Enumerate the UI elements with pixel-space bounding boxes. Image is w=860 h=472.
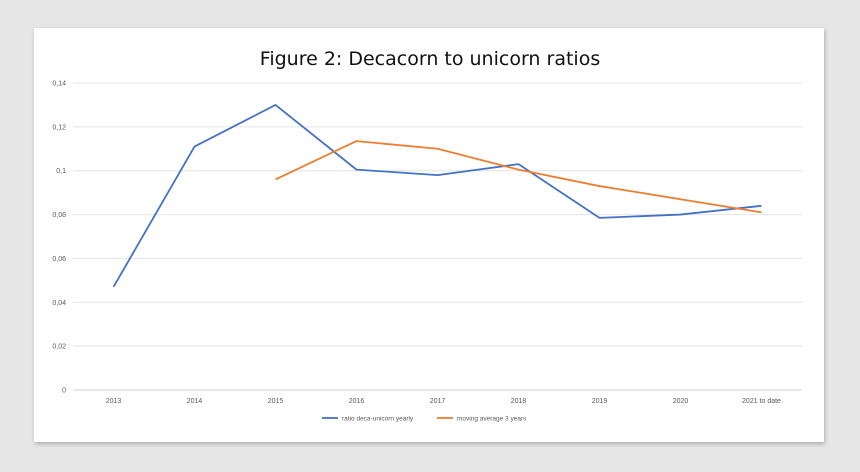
series-lines — [112, 104, 762, 288]
x-tick-label: 2018 — [511, 398, 527, 405]
legend-label: ratio deca-unicorn yearly — [342, 416, 414, 423]
x-tick-label: 2019 — [592, 398, 608, 405]
x-tick-label: 2021 to date — [742, 398, 781, 405]
x-tick-label: 2013 — [106, 398, 122, 405]
legend: ratio deca-unicorn yearly moving average … — [322, 416, 527, 423]
x-tick-label: 2017 — [430, 398, 446, 405]
chart-card — [34, 28, 824, 442]
y-tick-label: 0,14 — [52, 81, 66, 88]
x-tick-label: 2014 — [187, 398, 203, 405]
x-tick-label: 2015 — [268, 398, 284, 405]
x-tick-label: 2020 — [673, 398, 689, 405]
y-axis-tick-labels: 0 0,02 0,04 0,06 0,08 0,1 0,12 0,14 — [52, 81, 66, 395]
y-tick-label: 0,08 — [52, 212, 66, 219]
y-tick-label: 0,1 — [56, 168, 66, 175]
series-line-2 — [275, 140, 762, 214]
legend-label: moving average 3 years — [457, 416, 527, 423]
x-tick-label: 2016 — [349, 398, 365, 405]
x-axis-tick-labels: 2013 2014 2015 2016 2017 2018 2019 2020 2021 to … — [106, 398, 781, 405]
y-tick-label: 0,02 — [52, 344, 66, 351]
y-tick-label: 0,12 — [52, 124, 66, 131]
gridlines — [73, 82, 802, 391]
y-tick-label: 0,06 — [52, 256, 66, 263]
y-tick-label: 0,04 — [52, 300, 66, 307]
series-line-1 — [112, 104, 762, 288]
y-tick-label: 0 — [62, 388, 66, 395]
chart-title: Figure 2: Decacorn to unicorn ratios — [259, 48, 601, 70]
